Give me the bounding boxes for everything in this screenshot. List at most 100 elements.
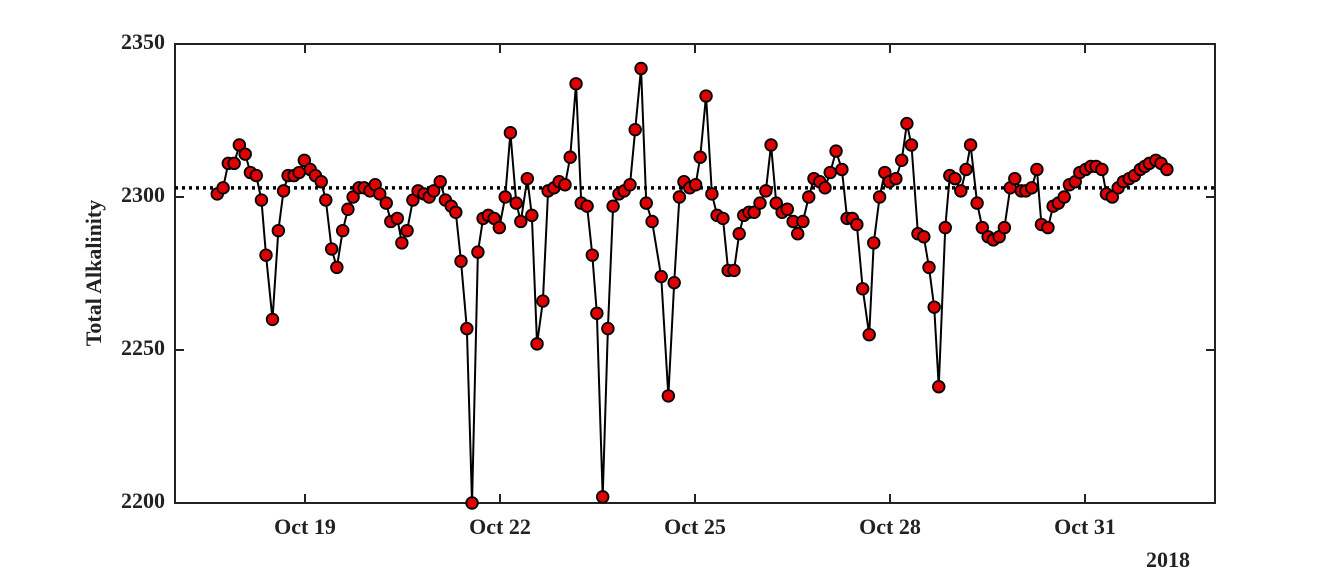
data-point — [400, 223, 414, 238]
data-point — [1030, 162, 1044, 177]
y-tick-label: 2200 — [121, 488, 165, 513]
data-point — [688, 178, 703, 192]
data-point — [585, 248, 600, 262]
data-point — [216, 181, 230, 195]
data-point — [867, 236, 881, 250]
data-point — [530, 337, 544, 351]
data-point — [699, 89, 713, 103]
data-point — [238, 147, 252, 161]
year-label: 2018 — [1146, 547, 1190, 572]
data-point — [932, 380, 946, 394]
data-point — [963, 138, 978, 152]
y-tick-label: 2250 — [121, 335, 165, 360]
data-point — [433, 174, 447, 189]
data-point — [379, 196, 393, 210]
data-point — [492, 220, 507, 235]
data-point — [498, 190, 512, 204]
data-point — [1057, 190, 1071, 204]
data-point — [606, 199, 620, 213]
data-point — [948, 171, 962, 186]
data-point — [265, 312, 280, 327]
data-point — [791, 227, 805, 241]
data-point — [227, 156, 241, 171]
data-point — [835, 162, 849, 177]
data-point — [922, 260, 936, 275]
data-point — [727, 263, 741, 278]
data-point — [693, 150, 707, 164]
data-point — [271, 223, 286, 238]
data-point — [449, 205, 463, 220]
data-point — [938, 220, 952, 235]
x-tick-label: Oct 19 — [274, 514, 336, 539]
data-point — [259, 248, 273, 262]
data-point — [764, 138, 778, 152]
data-point — [829, 144, 843, 158]
data-point — [1160, 162, 1174, 177]
data-point — [672, 190, 687, 204]
data-point — [249, 168, 263, 183]
x-tick-label: Oct 22 — [469, 514, 531, 539]
data-point — [324, 242, 339, 256]
data-point — [716, 211, 730, 226]
data-point — [1105, 190, 1120, 204]
data-point — [319, 193, 333, 207]
data-point — [862, 328, 876, 342]
data-point — [395, 236, 409, 250]
data-point — [747, 205, 761, 220]
data-point — [900, 116, 914, 131]
data-point — [802, 190, 816, 204]
data-point — [927, 300, 941, 314]
data-point — [997, 220, 1012, 235]
data-point — [601, 321, 615, 336]
data-point — [276, 184, 291, 198]
data-point — [580, 199, 594, 213]
data-point — [732, 227, 746, 241]
data-point — [330, 260, 344, 275]
data-point — [503, 126, 518, 140]
data-point — [759, 184, 773, 198]
data-point — [705, 187, 719, 201]
data-point — [509, 196, 523, 210]
data-point — [596, 490, 610, 504]
data-point — [346, 190, 360, 204]
data-point — [796, 214, 810, 229]
data-point — [623, 178, 637, 192]
y-axis-label: Total Alkalinity — [81, 200, 106, 347]
data-point — [558, 178, 572, 192]
data-point — [769, 196, 783, 210]
data-point — [639, 196, 653, 210]
data-point — [889, 171, 903, 186]
data-point — [1041, 220, 1055, 235]
data-point — [373, 187, 387, 201]
data-point — [471, 245, 485, 259]
data-point — [390, 211, 405, 226]
data-point — [970, 196, 984, 210]
x-tick-label: Oct 25 — [664, 514, 726, 539]
data-point — [667, 275, 681, 290]
data-point — [954, 184, 968, 198]
data-point — [297, 153, 312, 167]
data-point — [232, 138, 247, 152]
data-point — [520, 171, 535, 186]
data-point — [590, 306, 604, 320]
data-point — [254, 193, 269, 207]
data-point — [341, 202, 355, 216]
data-point — [454, 254, 468, 268]
data-point — [336, 223, 350, 238]
data-point — [895, 153, 909, 167]
data-point — [856, 282, 870, 296]
data-point — [1024, 181, 1039, 195]
x-tick-label: Oct 31 — [1054, 514, 1116, 539]
data-point — [872, 190, 887, 204]
data-point — [465, 496, 479, 510]
data-point — [536, 294, 550, 308]
data-point — [904, 138, 919, 152]
data-point — [460, 321, 474, 336]
data-point — [427, 184, 441, 198]
data-point — [753, 196, 767, 210]
data-point — [850, 217, 864, 232]
data-point — [975, 220, 990, 235]
data-point — [525, 208, 539, 223]
data-point — [634, 61, 648, 76]
